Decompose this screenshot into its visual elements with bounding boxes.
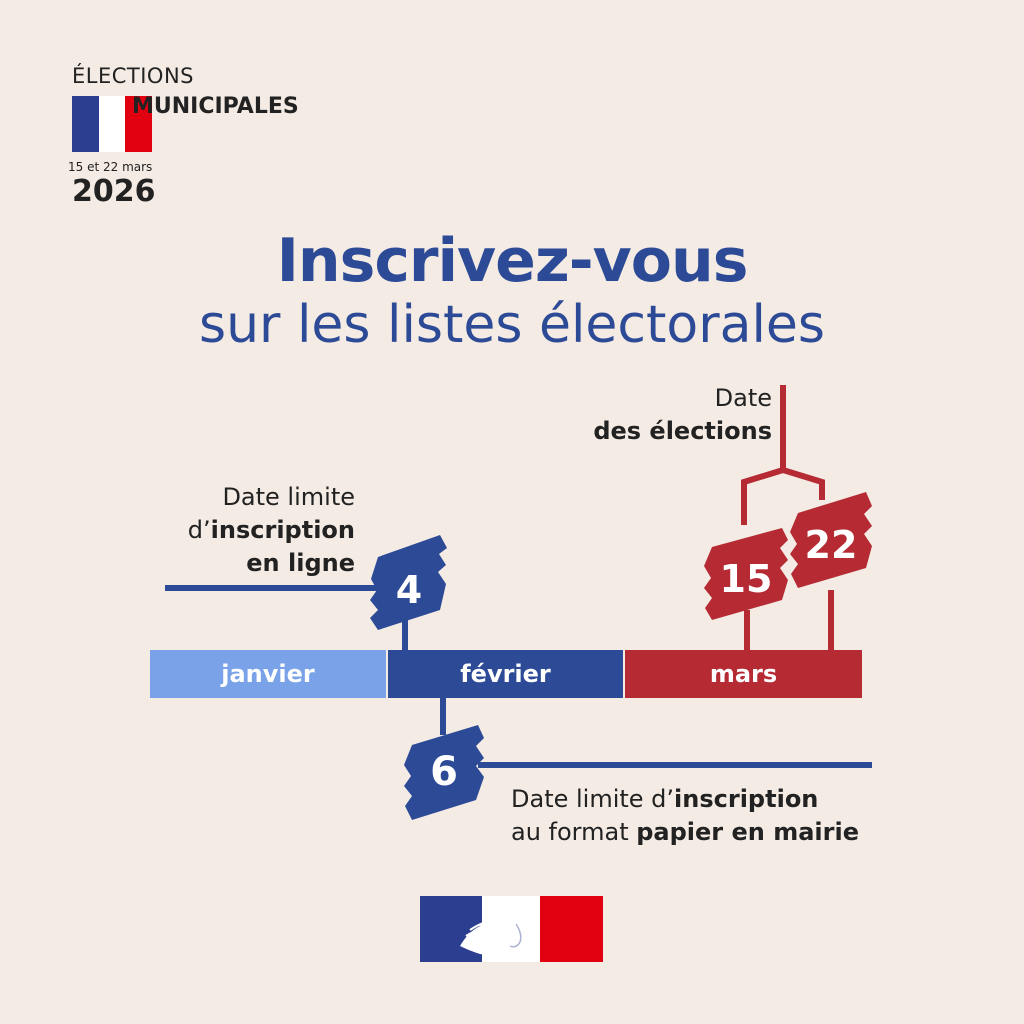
online-deadline-line — [165, 585, 385, 591]
online-deadline-stem — [402, 615, 408, 655]
day-15-label: 15 — [720, 557, 773, 601]
paper-caption-line1: Date limite d’inscription — [511, 785, 819, 813]
marianne-logo-icon — [420, 896, 603, 962]
paper-deadline-line — [478, 762, 872, 768]
month-january: janvier — [150, 650, 386, 698]
day-4-label: 4 — [396, 568, 422, 612]
page-subtitle: sur les listes électorales — [198, 295, 825, 355]
day-6-label: 6 — [430, 749, 458, 795]
header-dates: 15 et 22 mars — [68, 160, 153, 174]
french-flag-icon — [72, 96, 153, 152]
day-22-stem — [828, 590, 834, 652]
month-march: mars — [625, 650, 862, 698]
day-22-badge — [790, 492, 872, 588]
day-4-badge — [370, 535, 447, 630]
header-year: 2026 — [72, 174, 156, 209]
election-caption: Date des élections — [560, 382, 772, 448]
page-title: Inscrivez-vous — [276, 226, 749, 296]
paper-deadline-stem — [440, 695, 446, 735]
paper-caption-line2: au format papier en mairie — [511, 818, 859, 846]
header-municipales: MUNICIPALES — [132, 94, 299, 119]
election-caption-line1: Date — [714, 384, 772, 412]
online-caption-line3: en ligne — [246, 549, 355, 577]
election-caption-line2: des élections — [593, 417, 772, 445]
month-february: février — [388, 650, 623, 698]
election-bracket-left — [741, 385, 786, 525]
election-bracket-right — [782, 467, 825, 500]
day-6-badge — [404, 725, 484, 820]
online-caption-line2: d’inscription — [187, 516, 355, 544]
header-elections: ÉLECTIONS — [72, 64, 194, 88]
day-15-stem — [744, 610, 750, 652]
day-22-label: 22 — [805, 523, 858, 567]
paper-deadline-caption: Date limite d’inscription au format papi… — [511, 783, 859, 849]
online-deadline-caption: Date limite d’inscription en ligne — [150, 481, 355, 580]
day-15-badge — [704, 528, 788, 620]
online-caption-line1: Date limite — [222, 483, 355, 511]
